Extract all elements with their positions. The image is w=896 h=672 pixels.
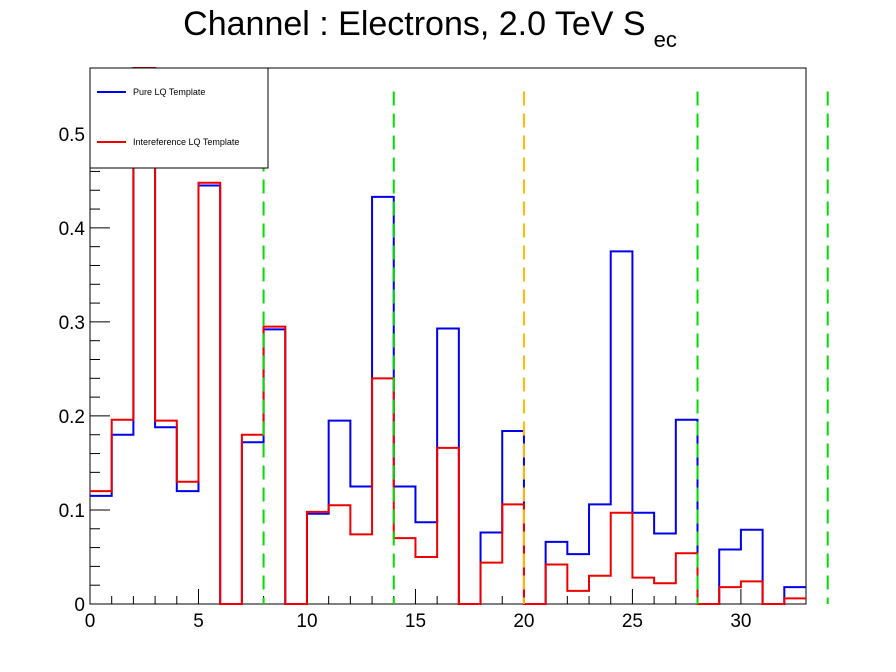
- legend: Pure LQ Template Intereference LQ Templa…: [89, 67, 269, 169]
- legend-label-interference: Intereference LQ Template: [133, 137, 239, 147]
- y-tick-label: 0.1: [59, 501, 85, 522]
- x-tick-label: 10: [296, 611, 317, 632]
- y-tick-label: 0: [74, 595, 85, 616]
- y-tick-label: 0.2: [59, 407, 85, 428]
- y-tick-label: 0.3: [59, 313, 85, 334]
- series-line-0: [90, 67, 806, 605]
- legend-label-pure: Pure LQ Template: [133, 87, 205, 97]
- plot-frame: [89, 67, 807, 605]
- x-tick-label: 0: [85, 611, 96, 632]
- series-group: [90, 67, 806, 605]
- x-tick-label: 20: [513, 611, 534, 632]
- x-tick-label: 25: [622, 611, 643, 632]
- chart-title: Channel : Electrons, 2.0 TeV S ec: [183, 5, 677, 52]
- x-tick-label: 5: [193, 611, 204, 632]
- series-line-1: [90, 67, 806, 605]
- y-tick-label: 0.4: [59, 219, 86, 240]
- legend-box: [89, 67, 269, 169]
- chart-title-main: Channel : Electrons, 2.0 TeV S: [183, 5, 645, 43]
- vertical-markers: [262, 91, 829, 604]
- x-tick-label: 15: [405, 611, 426, 632]
- chart-title-subscript: ec: [654, 27, 677, 52]
- y-tick-label: 0.5: [59, 125, 85, 146]
- x-tick-label: 30: [730, 611, 751, 632]
